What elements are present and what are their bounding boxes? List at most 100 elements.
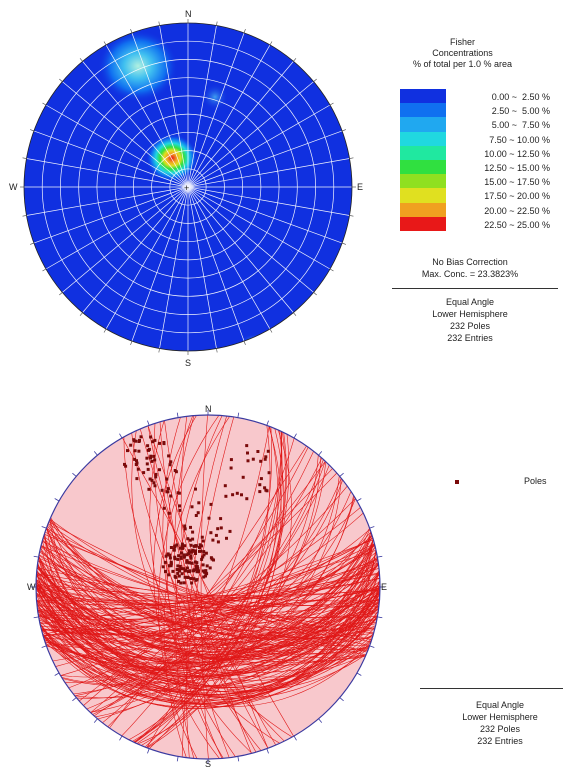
great-circle	[36, 581, 380, 668]
color-range-label: 0.00 ~ 2.50 %	[491, 92, 550, 102]
pole-point	[196, 511, 200, 515]
pole-point	[173, 555, 177, 559]
great-circle	[36, 581, 380, 645]
grid-spoke	[45, 104, 189, 188]
projection-type: Equal Angle	[445, 297, 495, 307]
pole-point	[228, 529, 232, 533]
pole-point	[149, 435, 153, 439]
color-swatch	[400, 131, 446, 146]
grid-spoke	[131, 32, 189, 188]
pole-point	[205, 564, 209, 568]
pole-point	[163, 560, 167, 564]
pole-point	[192, 577, 196, 581]
projection-type: Equal Angle	[475, 700, 525, 710]
great-circle	[38, 558, 378, 661]
pole-point	[211, 538, 215, 542]
fisher-contour-stereonet: N S W E +	[9, 9, 363, 368]
pole-point	[149, 456, 153, 460]
great-circle	[153, 415, 220, 759]
pole-point	[162, 506, 166, 510]
pole-point	[219, 517, 223, 521]
grid-spoke	[62, 186, 189, 293]
pole-point	[205, 572, 209, 576]
color-range-label: 20.00 ~ 22.50 %	[484, 205, 550, 216]
color-swatch	[400, 89, 446, 104]
legend-divider-top	[392, 288, 558, 289]
grid-spoke	[187, 130, 343, 188]
rim-tick	[339, 472, 344, 477]
pole-point	[169, 560, 173, 564]
great-circle	[38, 554, 378, 636]
great-circle	[174, 415, 223, 759]
pole-point	[185, 553, 189, 557]
rim-tick	[313, 78, 317, 82]
pole-point	[194, 487, 197, 491]
pole-point	[208, 566, 212, 570]
pole-point	[198, 546, 201, 549]
pole-point	[263, 486, 267, 490]
pole-point	[183, 554, 187, 558]
pole-point	[185, 566, 189, 570]
pole-point	[196, 567, 200, 570]
pole-point	[158, 468, 161, 472]
pole-point	[181, 546, 185, 550]
bias-note: No Bias Correction	[432, 257, 508, 267]
pole-point	[186, 537, 190, 541]
pole-point	[219, 526, 223, 530]
pole-point	[147, 487, 151, 491]
pole-point	[180, 544, 184, 548]
pole-point	[216, 527, 220, 531]
grid-spoke	[187, 186, 294, 313]
rim-tick	[42, 268, 47, 272]
pole-point	[188, 561, 192, 565]
pole-point	[180, 572, 184, 576]
pole-point	[147, 448, 150, 452]
hemisphere: Lower Hemisphere	[432, 309, 508, 319]
great-circle	[41, 545, 376, 635]
pole-point	[176, 571, 180, 575]
pole-point	[183, 569, 187, 573]
pole-symbol-icon	[455, 480, 459, 484]
pole-point	[183, 575, 187, 579]
color-range-label: 15.00 ~ 17.50 %	[484, 177, 550, 188]
great-circle	[79, 472, 338, 702]
great-circle	[166, 415, 224, 759]
rim-tick	[356, 498, 362, 502]
great-circle	[36, 581, 380, 675]
rim-tick	[237, 412, 240, 418]
pole-point	[173, 574, 177, 578]
top-info-block: Equal Angle Lower Hemisphere 232 Poles 2…	[400, 296, 540, 344]
pole-point	[223, 484, 227, 488]
rim-tick	[349, 215, 354, 217]
rim-tick	[147, 748, 150, 754]
legend-divider-bottom	[420, 688, 563, 689]
grid-spoke	[33, 186, 189, 244]
pole-point	[204, 551, 208, 555]
color-swatch	[400, 174, 446, 189]
pole-point	[133, 449, 137, 453]
pole-point	[267, 471, 271, 475]
color-swatch	[400, 117, 446, 132]
pole-point	[195, 570, 199, 574]
concentration-cluster-north	[98, 30, 178, 102]
grid-spoke	[187, 61, 294, 188]
south-label: S	[185, 358, 191, 368]
grid-spoke	[159, 186, 189, 349]
pole-point	[258, 490, 262, 494]
pole-point	[150, 478, 154, 482]
rim-tick	[243, 341, 246, 345]
pole-point	[188, 538, 192, 542]
concentration-cluster-minor	[202, 84, 228, 110]
great-circle	[42, 540, 374, 639]
pole-point	[142, 471, 146, 475]
rim-tick	[342, 242, 346, 245]
pole-point	[135, 461, 139, 465]
pole-point	[202, 553, 206, 557]
pole-point	[189, 543, 193, 547]
rim-tick	[356, 672, 362, 676]
pole-point	[129, 443, 133, 447]
great-circle	[134, 431, 282, 743]
pole-point	[171, 569, 175, 573]
pole-point	[263, 457, 267, 461]
north-label: N	[185, 9, 192, 19]
